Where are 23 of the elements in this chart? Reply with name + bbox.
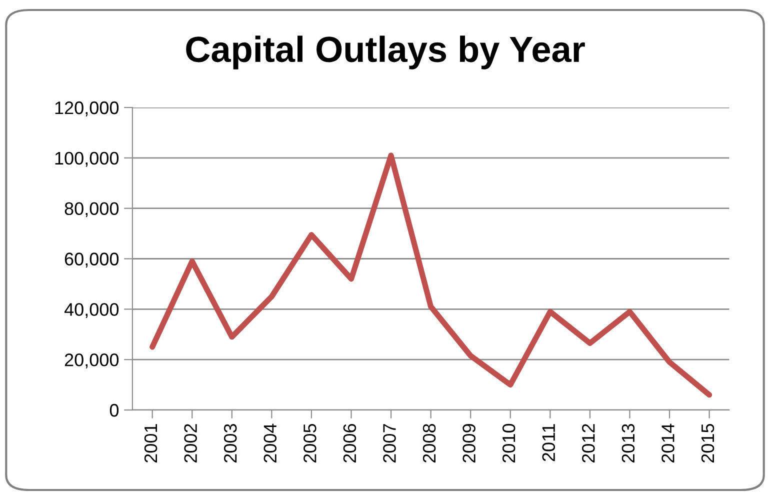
x-tick-label: 2011 bbox=[542, 424, 556, 462]
x-tick-label: 2007 bbox=[383, 424, 396, 462]
y-tick-label: 100,000 bbox=[55, 152, 119, 167]
y-tick-label: 20,000 bbox=[64, 354, 119, 368]
y-tick-label: 80,000 bbox=[64, 202, 119, 218]
x-tick-label: 2014 bbox=[662, 424, 674, 462]
y-tick-label: 120,000 bbox=[55, 101, 119, 116]
x-tick-label: 2005 bbox=[304, 424, 316, 462]
x-tick-label: 2013 bbox=[622, 424, 635, 462]
x-tick-label: 2003 bbox=[224, 424, 237, 462]
x-tick-label: 2001 bbox=[144, 424, 158, 462]
x-tick-label: 2010 bbox=[502, 424, 516, 462]
x-tick-label: 2012 bbox=[582, 424, 595, 462]
y-tick-label: 60,000 bbox=[64, 252, 119, 268]
x-tick-label: 2002 bbox=[184, 424, 197, 462]
y-tick-label: 0 bbox=[110, 404, 119, 417]
x-tick-label: 2009 bbox=[462, 424, 476, 462]
x-tick-label: 2004 bbox=[264, 424, 277, 462]
x-tick-label: 2015 bbox=[701, 424, 714, 462]
chart-title: Capital Outlays by Year bbox=[186, 36, 585, 70]
x-tick-label: 2006 bbox=[343, 424, 356, 462]
y-tick-label: 40,000 bbox=[64, 303, 119, 318]
x-tick-label: 2008 bbox=[422, 424, 436, 462]
